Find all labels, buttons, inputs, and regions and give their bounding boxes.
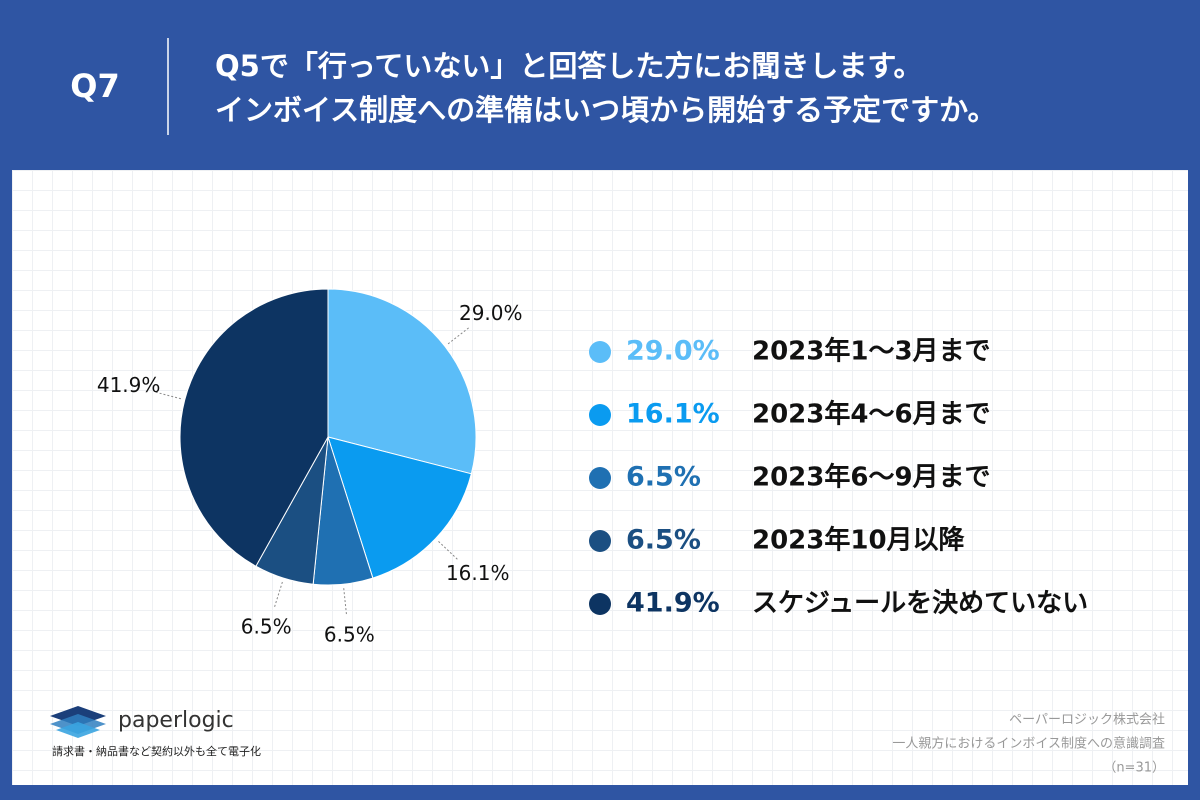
- legend-swatch: [589, 404, 611, 426]
- data-label: 16.1%: [446, 561, 510, 585]
- legend-value: 41.9%: [626, 588, 720, 619]
- source: （n=31）: [1103, 761, 1165, 776]
- legend-swatch: [589, 341, 611, 363]
- data-label: 29.0%: [459, 301, 523, 325]
- pie-slice: [327, 288, 477, 475]
- legend-value: 6.5%: [626, 525, 701, 556]
- legend-value: 16.1%: [626, 399, 720, 430]
- leader-line: [447, 327, 469, 345]
- source: 一人親方におけるインボイス制度への意識調査: [892, 736, 1165, 752]
- leader-line: [155, 391, 182, 400]
- tagline: 請求書・納品書など契約以外も全て電子化: [52, 744, 261, 758]
- leader-line: [274, 581, 283, 607]
- pie-slice: [327, 436, 472, 579]
- legend-value: 29.0%: [626, 336, 720, 367]
- legend-label: 2023年1〜3月まで: [752, 336, 991, 367]
- title-line: Q5で「行っていない」と回答した方にお聞きします。: [215, 49, 922, 83]
- question-number: Q7: [70, 67, 119, 105]
- data-label: 6.5%: [324, 622, 375, 646]
- data-label: 41.9%: [97, 373, 161, 397]
- logo: [50, 706, 106, 738]
- legend-label: 2023年10月以降: [752, 525, 966, 556]
- data-label: 6.5%: [241, 614, 292, 638]
- source: ペーパーロジック株式会社: [1009, 712, 1165, 728]
- legend-swatch: [589, 593, 611, 615]
- brand: paperlogic: [118, 708, 234, 733]
- legend-label: スケジュールを決めていない: [752, 589, 1088, 619]
- leader-line: [438, 541, 458, 560]
- legend-label: 2023年4〜6月まで: [752, 399, 991, 430]
- title-line: インボイス制度への準備はいつ頃から開始する予定ですか。: [215, 93, 997, 127]
- leader-line: [343, 588, 347, 615]
- legend-swatch: [589, 530, 611, 552]
- pie-slice: [179, 288, 329, 567]
- legend-value: 6.5%: [626, 462, 701, 493]
- legend-swatch: [589, 467, 611, 489]
- legend-label: 2023年6〜9月まで: [752, 462, 991, 493]
